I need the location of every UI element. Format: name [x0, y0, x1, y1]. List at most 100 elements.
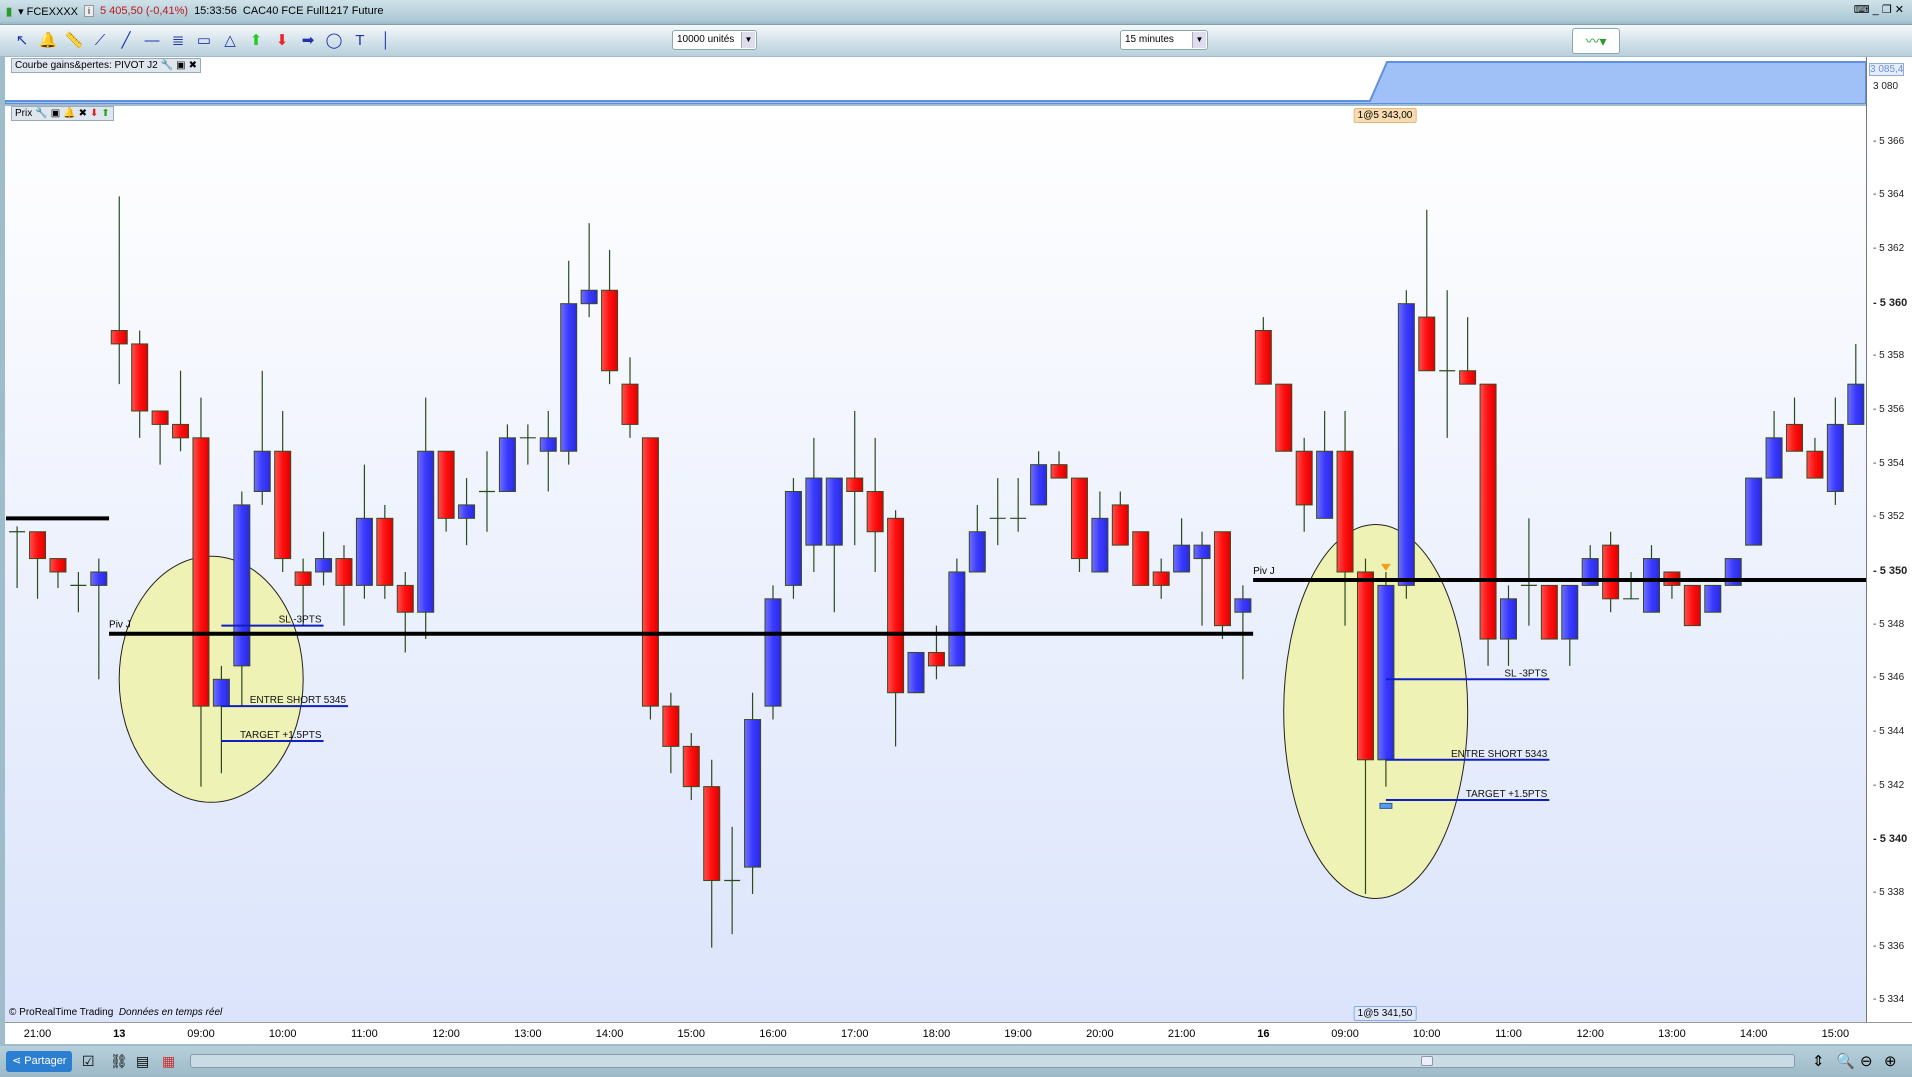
window-icon[interactable]: ▣: [50, 108, 61, 119]
buy-arrow-icon[interactable]: ⬆: [249, 32, 263, 49]
y-tick-label: - 5 358: [1873, 350, 1905, 362]
gains-panel-header: Courbe gains&pertes: PIVOT J2 🔧 ▣ ✖: [11, 58, 201, 73]
x-tick-label: 12:00: [432, 1028, 460, 1040]
y-tick-label: - 5 350: [1873, 564, 1908, 577]
x-tick-label: 21:00: [1167, 1028, 1196, 1040]
gains-panel-title: Courbe gains&pertes: PIVOT J2: [15, 60, 158, 71]
y-tick-label: - 5 334: [1873, 994, 1905, 1006]
timeframe-select[interactable]: 15 minutes ▼: [1120, 30, 1208, 50]
gains-area: [5, 61, 1866, 104]
x-tick-label: 09:00: [187, 1028, 215, 1040]
x-tick-label: 13:00: [514, 1028, 542, 1040]
fit-icon[interactable]: ⇕: [1812, 1053, 1825, 1070]
order-tag-bottom: 1@5 341,50: [1353, 1006, 1417, 1021]
y-tick-label: - 5 362: [1873, 243, 1905, 255]
text-icon[interactable]: T: [355, 32, 365, 49]
segment-icon[interactable]: ⟋: [94, 32, 106, 49]
fibonacci-icon[interactable]: ≣: [171, 32, 185, 49]
y-tick-label: - 5 342: [1873, 779, 1905, 791]
link-icon[interactable]: ⛓: [110, 1053, 128, 1069]
ruler-icon[interactable]: 📏: [64, 32, 84, 49]
zoom-in-icon[interactable]: ⊕: [1884, 1053, 1897, 1070]
scrollbar-thumb[interactable]: [1421, 1056, 1433, 1066]
y-tick-label: - 5 352: [1873, 511, 1905, 523]
x-tick-label: 14:00: [1739, 1028, 1768, 1040]
checklist-icon[interactable]: ☑: [82, 1053, 95, 1069]
price-axis[interactable]: 3 085,4 3 080 - 5 366 - 5 364 - 5 362 - 5 3…: [1866, 57, 1912, 1022]
x-tick-label: 16:00: [759, 1028, 787, 1040]
grid-icon[interactable]: ▦: [162, 1053, 176, 1069]
chevron-down-icon: ▼: [1192, 32, 1206, 48]
price-panel-header: Prix 🔧 ▣ 🔔 ✖ ⬇ ⬆: [11, 106, 114, 121]
indicators-button[interactable]: 〰▾: [1572, 28, 1620, 54]
y-tick-label: - 5 338: [1873, 886, 1905, 898]
y-tick-label: - 5 340: [1873, 833, 1908, 846]
horizontal-line-icon[interactable]: —: [144, 32, 160, 49]
x-tick-label: 13: [113, 1028, 126, 1040]
window-icon[interactable]: ▣: [176, 60, 186, 71]
x-tick-label: 10:00: [268, 1028, 297, 1040]
y-tick-label: - 5 344: [1873, 725, 1905, 737]
symbol-label: FCEXXXX: [26, 5, 78, 18]
close-icon[interactable]: ✖: [188, 60, 197, 71]
wrench-icon[interactable]: 🔧: [160, 60, 174, 71]
quote-time: 15:33:56: [194, 5, 237, 17]
gains-tick: 3 080: [1873, 81, 1899, 92]
drawing-toolbar: ↖ 🔔 📏 ⟋ ╱ — ≣ ▭ △ ⬆ ⬇ ➡ ◯ T │: [0, 24, 1912, 56]
gains-panel: Courbe gains&pertes: PIVOT J2 🔧 ▣ ✖: [5, 57, 1866, 104]
price-panel-title: Prix: [15, 108, 33, 119]
order-tag-top: 1@5 343,00: [1353, 108, 1417, 123]
auto-zoom-icon[interactable]: 🔍: [1836, 1053, 1855, 1070]
gains-curve: [5, 61, 1866, 104]
copyright: © ProRealTime Trading Données en temps r…: [9, 1007, 223, 1018]
sell-arrow-icon[interactable]: ⬇: [275, 32, 289, 49]
x-tick-label: 09:00: [1331, 1028, 1359, 1040]
rectangle-icon[interactable]: ▭: [196, 32, 212, 49]
wrench-icon[interactable]: 🔧: [35, 108, 48, 119]
bell-icon[interactable]: 🔔: [63, 108, 76, 119]
gains-current-value: 3 085,4: [1869, 63, 1905, 76]
close-icon[interactable]: ✖: [78, 108, 87, 119]
ellipse-icon[interactable]: ◯: [325, 32, 343, 49]
x-tick-label: 14:00: [595, 1028, 624, 1040]
title-bar: ▮ ▾ FCEXXXX i 5 405,50 (-0,41%) 15:33:56…: [0, 0, 1912, 22]
y-tick-label: - 5 348: [1873, 618, 1905, 630]
chart-scrollbar[interactable]: [190, 1054, 1795, 1068]
zoom-out-icon[interactable]: ⊖: [1860, 1053, 1873, 1070]
x-tick-label: 21:00: [23, 1028, 52, 1040]
chevron-down-icon: ▼: [741, 32, 755, 48]
vertical-line-icon[interactable]: │: [381, 32, 391, 49]
alert-bell-icon[interactable]: 🔔: [38, 32, 58, 49]
x-tick-label: 16: [1257, 1028, 1270, 1040]
y-tick-label: - 5 356: [1873, 404, 1905, 415]
x-tick-label: 15:00: [1821, 1028, 1850, 1040]
share-button[interactable]: ⋖ Partager: [6, 1051, 73, 1072]
info-icon[interactable]: i: [84, 5, 94, 17]
quantity-select[interactable]: 10000 unités ▼: [672, 30, 757, 50]
cursor-icon[interactable]: ↖: [15, 32, 29, 49]
x-tick-label: 11:00: [351, 1028, 378, 1040]
x-tick-label: 15:00: [677, 1028, 706, 1040]
instrument-name: CAC40 FCE Full1217 Future: [242, 5, 384, 17]
symbol-dropdown[interactable]: ▾ FCEXXXX: [18, 5, 78, 18]
line-icon[interactable]: ╱: [121, 32, 131, 49]
y-tick-label: - 5 346: [1873, 672, 1905, 684]
x-tick-label: 19:00: [1004, 1028, 1032, 1040]
x-tick-label: 13:00: [1658, 1028, 1686, 1040]
y-tick-label: - 5 360: [1873, 296, 1908, 309]
buy-icon[interactable]: ⬆: [101, 108, 110, 119]
candlestick-icon[interactable]: ▮: [6, 5, 13, 18]
right-arrow-icon[interactable]: ➡: [301, 32, 315, 49]
sell-icon[interactable]: ⬇: [89, 108, 99, 119]
price-chart[interactable]: Prix 🔧 ▣ 🔔 ✖ ⬇ ⬆ © ProRealTime Trading Donnée…: [5, 106, 1866, 1022]
time-axis[interactable]: 21:00 13 09:00 10:00 11:00 12:00 13:00 14:00 15:…: [5, 1022, 1912, 1044]
y-tick-label: - 5 336: [1873, 940, 1905, 952]
report-icon[interactable]: ▤: [136, 1053, 150, 1069]
x-tick-label: 10:00: [1413, 1028, 1441, 1040]
timeframe-value: 15 minutes: [1125, 34, 1174, 45]
triangle-icon[interactable]: △: [224, 32, 236, 49]
window-controls[interactable]: ⌨ _ ❐ ✕: [1853, 4, 1904, 16]
quantity-value: 10000 unités: [677, 34, 735, 45]
bottom-toolbar: ⋖ Partager ☑ ⛓ ▤ ▦ ⇕ 🔍 ⊖ ⊕: [0, 1046, 1912, 1077]
x-tick-label: 17:00: [840, 1028, 869, 1040]
